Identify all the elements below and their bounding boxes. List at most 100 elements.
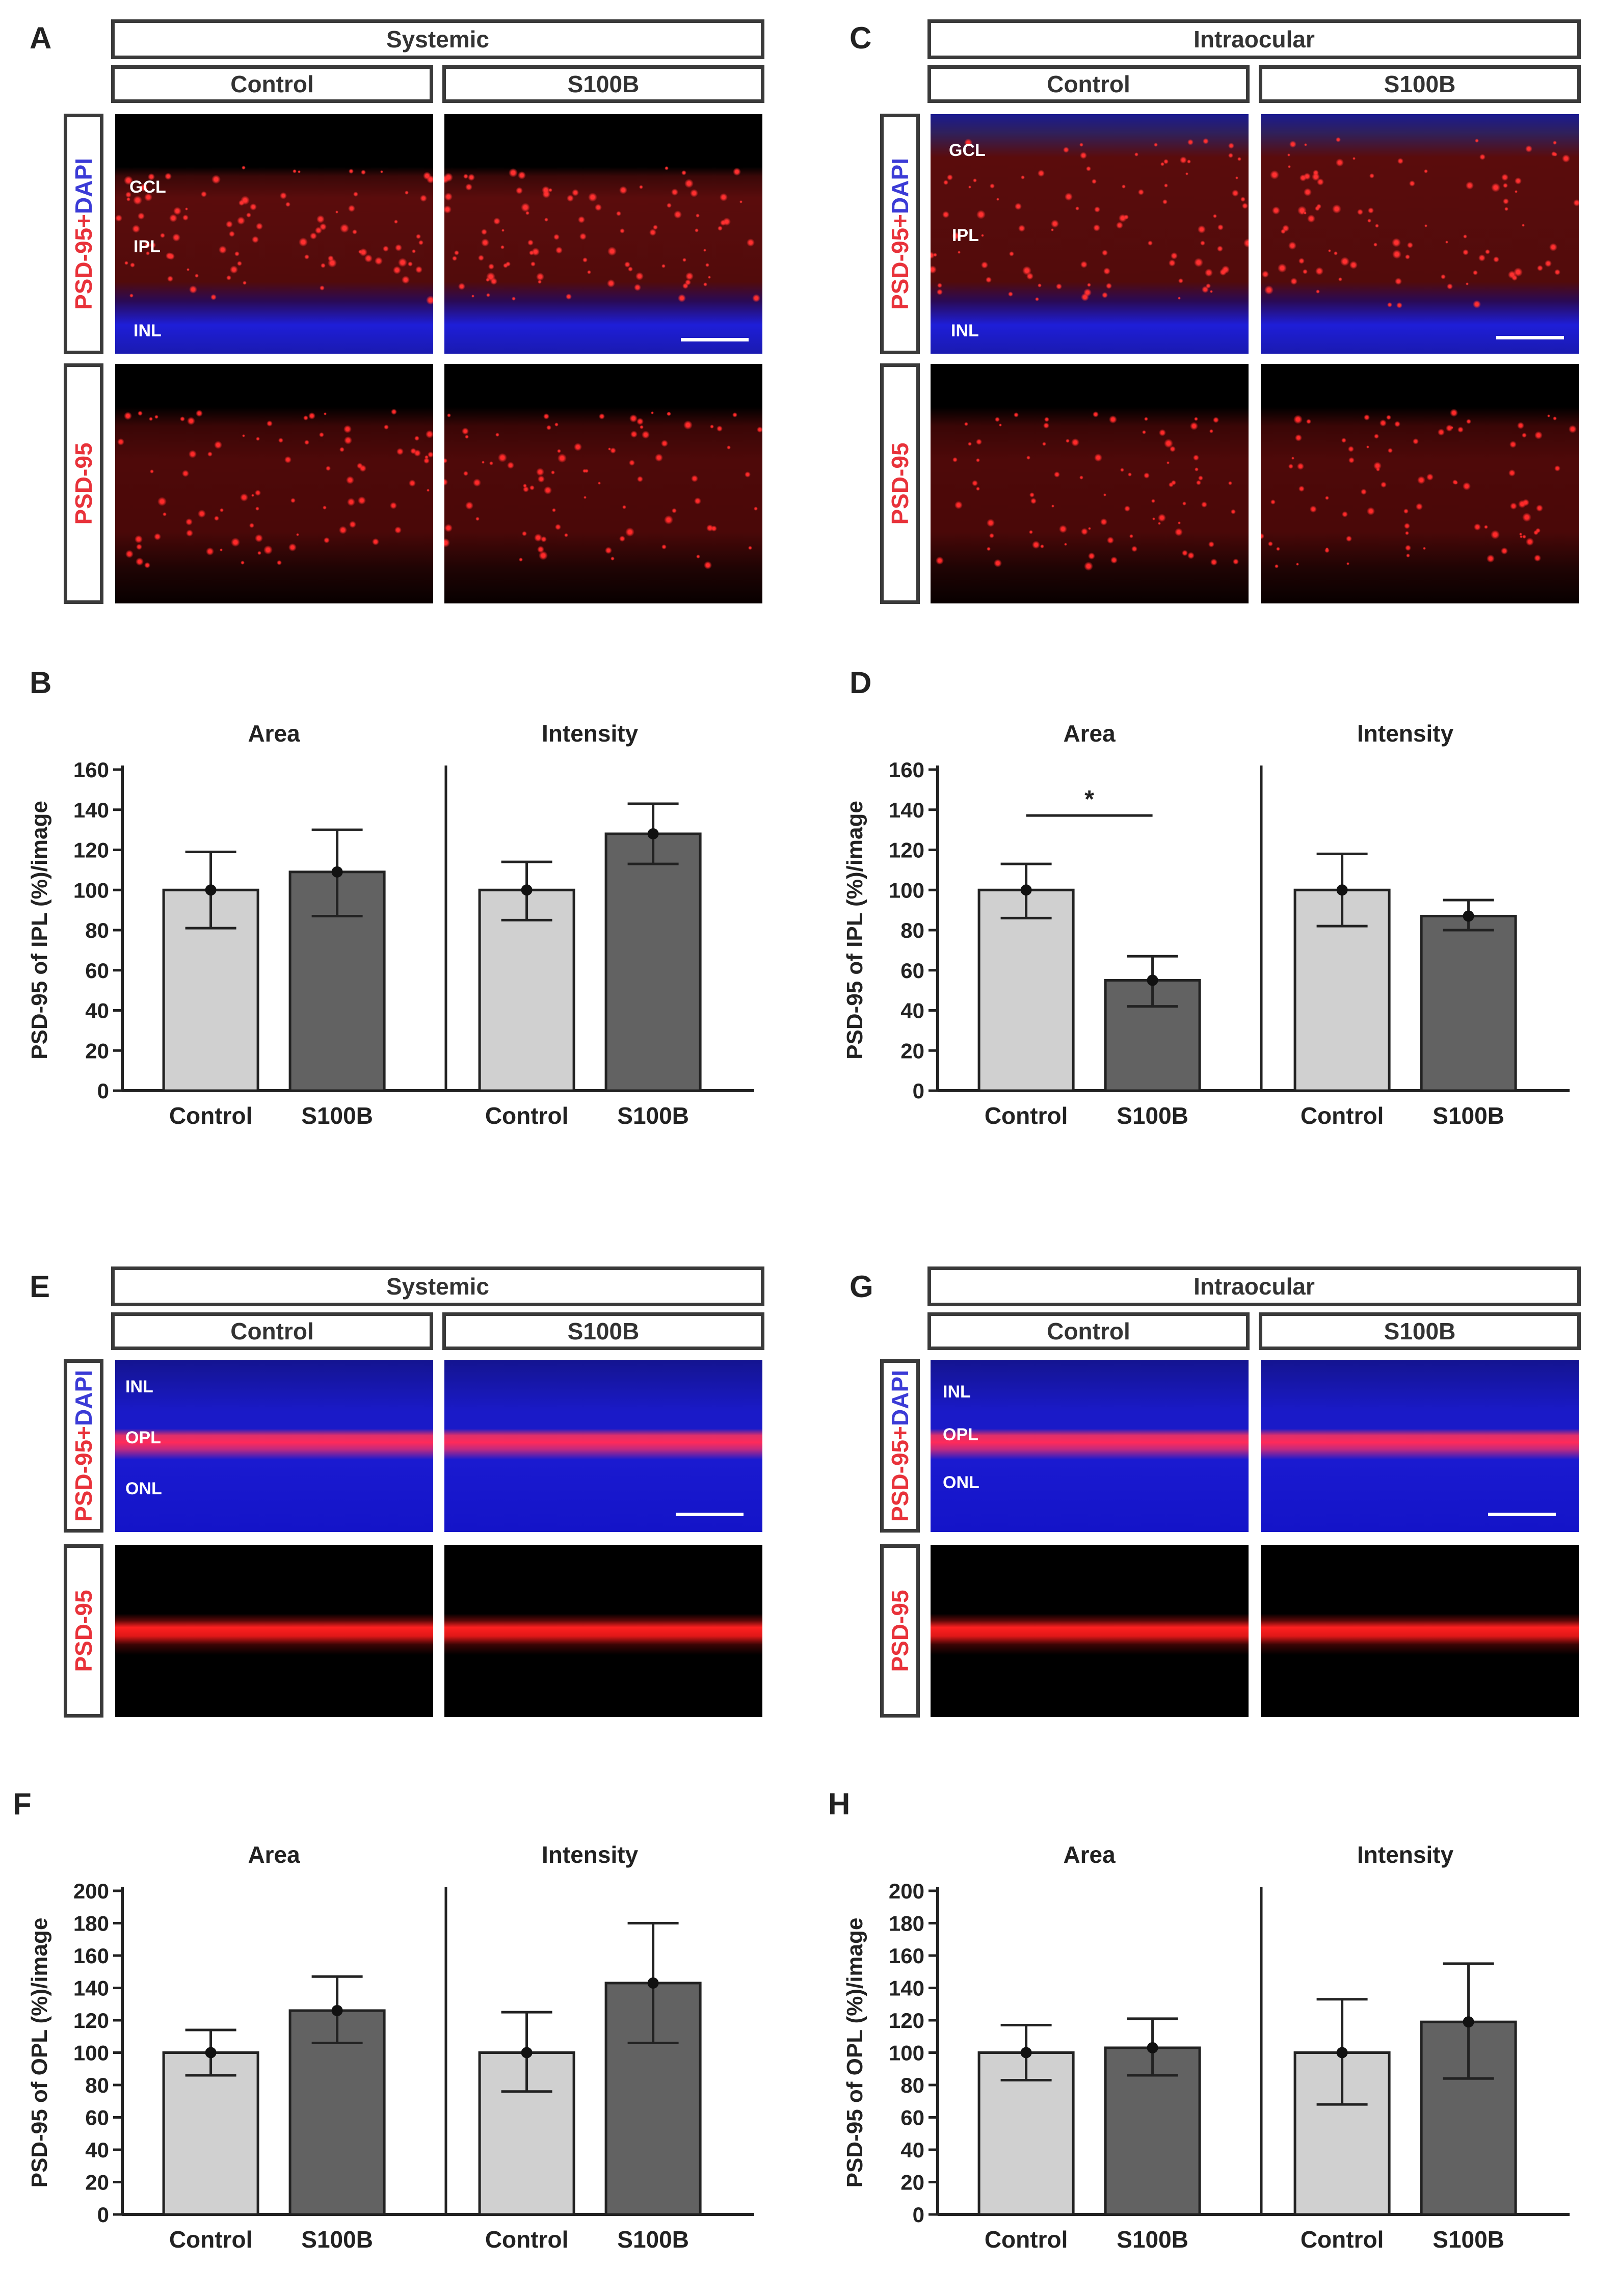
layer-label-inl: INL [943, 1382, 971, 1402]
row-label-merged: PSD-95+DAPI [880, 114, 920, 354]
x-tick-label: Control [485, 2226, 569, 2253]
column-header-s100b: S100B [442, 1312, 764, 1350]
y-tick-label: 60 [900, 959, 924, 983]
micrograph-a-s100b-merged [444, 114, 762, 354]
micrograph-e-control-merged [115, 1360, 433, 1532]
panel-letter-a: A [30, 21, 52, 55]
group-title: Intensity [1357, 720, 1454, 747]
panel-letter-c: C [850, 21, 872, 55]
layer-label-inl: INL [125, 1377, 153, 1396]
mean-point [1020, 884, 1032, 896]
y-axis-label: PSD-95 of OPL (%)/image [842, 1918, 867, 2188]
panel-letter-h: H [828, 1787, 851, 1821]
row-label-merged: PSD-95+DAPI [880, 1359, 920, 1533]
y-tick-label: 60 [85, 2106, 109, 2130]
y-tick-label: 180 [889, 1912, 924, 1936]
x-tick-label: S100B [1117, 2226, 1188, 2253]
y-tick-label: 0 [913, 2203, 924, 2227]
group-header-intraocular: Intraocular [927, 1266, 1581, 1306]
y-tick-label: 120 [73, 838, 109, 862]
mean-point [205, 2047, 217, 2059]
mean-point [1020, 2047, 1032, 2059]
x-tick-label: S100B [1433, 2226, 1504, 2253]
bar-s100b [604, 832, 702, 1092]
bar-s100b [1420, 914, 1517, 1092]
y-tick-label: 100 [889, 878, 924, 902]
micrograph-g-control-merged [931, 1360, 1249, 1532]
layer-label-gcl: GCL [129, 177, 166, 197]
bar-control [162, 2051, 259, 2216]
chart-h: PSD-95 of OPL (%)/image 0 20 40 60 80 100 120 14… [842, 1841, 1570, 2253]
micrograph-c-control-merged [931, 114, 1249, 354]
x-tick-label: Control [1301, 1102, 1384, 1129]
layer-label-inl: INL [951, 321, 979, 340]
y-tick-label: 100 [73, 2041, 109, 2065]
micrograph-e-control-psd95 [115, 1545, 433, 1717]
chart-d: PSD-95 of IPL (%)/image 0 20 40 60 80 100 120 14… [842, 720, 1570, 1129]
y-tick-label: 140 [73, 798, 109, 822]
mean-point [647, 828, 659, 839]
group-title: Intensity [1357, 1841, 1454, 1868]
micrograph-a-s100b-psd95 [444, 364, 762, 603]
chart-h-plot: PSD-95 of OPL (%)/image 0 20 40 60 80 100 120 14… [842, 1841, 1570, 2253]
panel-letter-g: G [850, 1270, 873, 1304]
group-title: Area [248, 720, 300, 747]
y-tick-label: 80 [900, 918, 924, 942]
y-tick-label: 20 [900, 1039, 924, 1063]
y-tick-label: 160 [889, 1944, 924, 1968]
y-tick-label: 120 [889, 2009, 924, 2033]
row-label-psd95: PSD-95 [64, 363, 103, 604]
y-axis-label: PSD-95 of OPL (%)/image [27, 1918, 52, 2188]
micrograph-c-s100b-psd95 [1261, 364, 1579, 603]
mean-point [1463, 2016, 1474, 2028]
x-tick-label: S100B [301, 1102, 373, 1129]
layer-label-onl: ONL [943, 1473, 979, 1492]
column-header-s100b: S100B [1259, 65, 1581, 103]
group-title: Intensity [542, 720, 639, 747]
panel-letter-b: B [30, 666, 52, 700]
chart-f: PSD-95 of OPL (%)/image 0 20 40 60 80 100 120 14… [27, 1841, 754, 2253]
x-tick-label: Control [169, 2226, 253, 2253]
x-tick-label: Control [985, 1102, 1068, 1129]
y-tick-label: 60 [85, 959, 109, 983]
column-header-s100b: S100B [442, 65, 764, 103]
mean-point [1463, 910, 1474, 922]
column-header-control: Control [111, 65, 433, 103]
scale-bar [1488, 1513, 1556, 1516]
y-tick-label: 80 [85, 2073, 109, 2097]
y-tick-label: 100 [889, 2041, 924, 2065]
scale-bar [676, 1513, 744, 1516]
row-label-psd95: PSD-95 [64, 1544, 103, 1718]
mean-point [521, 2047, 533, 2059]
y-tick-label: 80 [85, 918, 109, 942]
mean-point [1147, 2042, 1158, 2053]
layer-label-gcl: GCL [949, 141, 986, 160]
scale-bar [681, 338, 749, 341]
panel-letter-e: E [30, 1270, 50, 1304]
panel-letter-d: D [850, 666, 872, 700]
chart-b: PSD-95 of IPL (%)/image 0 20 40 60 80 100 120 14… [27, 720, 754, 1129]
bar-s100b [288, 2009, 386, 2216]
y-tick-label: 160 [73, 758, 109, 782]
row-label-merged: PSD-95+DAPI [64, 114, 103, 354]
column-header-s100b: S100B [1259, 1312, 1581, 1350]
y-tick-label: 180 [73, 1912, 109, 1936]
y-tick-label: 160 [889, 758, 924, 782]
group-header-systemic: Systemic [111, 19, 764, 59]
y-tick-label: 140 [889, 1976, 924, 2000]
mean-point [521, 884, 533, 896]
layer-label-ipl: IPL [134, 237, 161, 256]
chart-f-plot: PSD-95 of OPL (%)/image 0 20 40 60 80 100 120 14… [27, 1841, 754, 2253]
x-tick-label: Control [169, 1102, 253, 1129]
micrograph-c-s100b-merged [1261, 114, 1579, 354]
mean-point [205, 884, 217, 896]
scale-bar [1496, 336, 1564, 339]
group-header-systemic: Systemic [111, 1266, 764, 1306]
y-tick-label: 60 [900, 2106, 924, 2130]
micrograph-g-s100b-psd95 [1261, 1545, 1579, 1717]
group-header-intraocular: Intraocular [927, 19, 1581, 59]
y-tick-label: 20 [85, 2171, 109, 2195]
y-tick-label: 200 [889, 1879, 924, 1903]
layer-label-opl: OPL [943, 1425, 978, 1444]
layer-label-onl: ONL [125, 1479, 162, 1498]
